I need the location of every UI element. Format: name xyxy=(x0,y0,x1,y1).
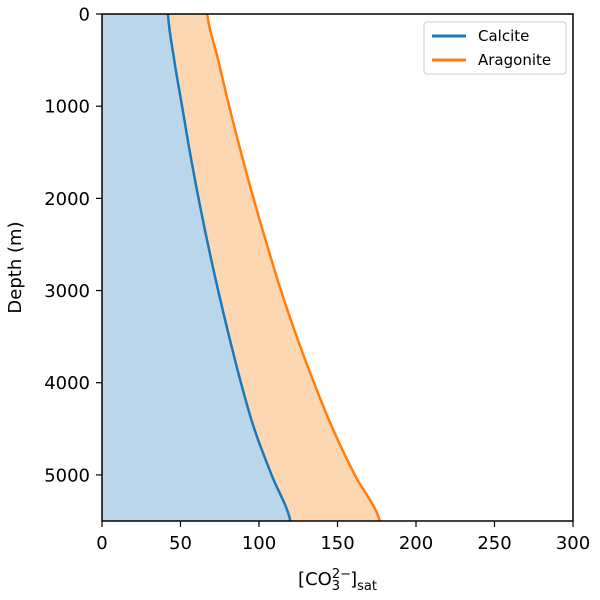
x-tick-label: 0 xyxy=(96,533,107,554)
x-label-sup: 2− xyxy=(332,567,351,582)
x-label-sub: 3 xyxy=(332,579,340,594)
series-line-aragonite xyxy=(205,13,382,522)
chart-lines xyxy=(166,13,382,522)
x-axis-ticks: 0 50 100 150 200 250 300 xyxy=(96,521,590,554)
fill-aragonite xyxy=(167,14,380,521)
legend-label-aragonite: Aragonite xyxy=(478,51,551,69)
y-tick-label: 2000 xyxy=(44,189,90,210)
y-tick-label: 4000 xyxy=(44,373,90,394)
x-tick-label: 100 xyxy=(242,533,276,554)
y-axis-ticks: 0 1000 2000 3000 4000 5000 xyxy=(44,5,102,486)
series-line-calcite xyxy=(166,13,292,522)
x-label-open: [CO xyxy=(298,569,332,590)
x-tick-label: 200 xyxy=(399,533,433,554)
y-tick-label: 3000 xyxy=(44,281,90,302)
y-tick-label: 5000 xyxy=(44,465,90,486)
x-tick-label: 50 xyxy=(169,533,192,554)
x-tick-label: 250 xyxy=(477,533,511,554)
legend: Calcite Aragonite xyxy=(423,21,567,75)
x-axis-label: [CO2− 3]sat xyxy=(298,567,377,594)
x-label-close-sub: sat xyxy=(357,579,377,594)
x-label-close: ] xyxy=(350,569,357,590)
legend-label-calcite: Calcite xyxy=(478,27,529,45)
y-tick-label: 1000 xyxy=(44,97,90,118)
chart-fills xyxy=(102,14,380,521)
y-tick-label: 0 xyxy=(79,5,90,26)
y-axis-label: Depth (m) xyxy=(5,221,26,313)
x-tick-label: 300 xyxy=(556,533,590,554)
x-tick-label: 150 xyxy=(320,533,354,554)
